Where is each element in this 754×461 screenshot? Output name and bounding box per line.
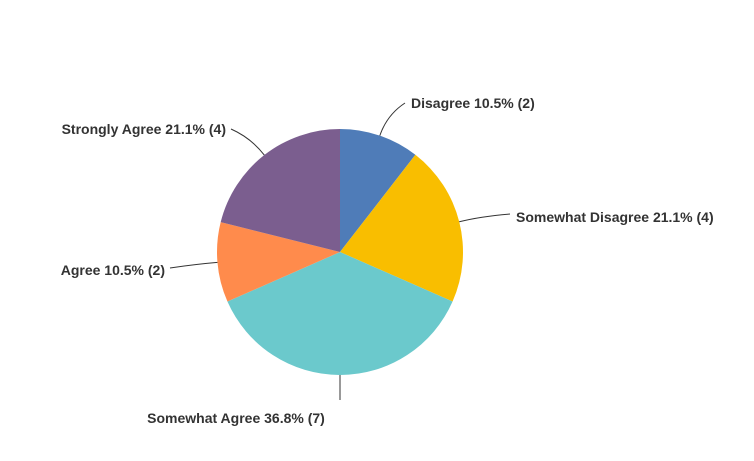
data-label: Somewhat Agree 36.8% (7) — [147, 410, 325, 426]
leader-line — [169, 261, 218, 269]
pie-slice-somewhat-agree[interactable] — [227, 252, 453, 376]
data-label: Somewhat Disagree 21.1% (4) — [516, 209, 714, 225]
data-label: Agree 10.5% (2) — [61, 262, 165, 278]
pie-slice-agree[interactable] — [217, 222, 340, 302]
pie-slice-strongly-agree[interactable] — [220, 129, 340, 252]
pie-slice-somewhat-disagree[interactable] — [340, 154, 463, 302]
leader-line — [379, 102, 406, 136]
data-label: Strongly Agree 21.1% (4) — [62, 121, 226, 137]
leader-line — [459, 213, 511, 223]
data-label: Disagree 10.5% (2) — [411, 95, 535, 111]
pie-slice-disagree[interactable] — [340, 129, 416, 252]
leader-line — [230, 128, 265, 156]
